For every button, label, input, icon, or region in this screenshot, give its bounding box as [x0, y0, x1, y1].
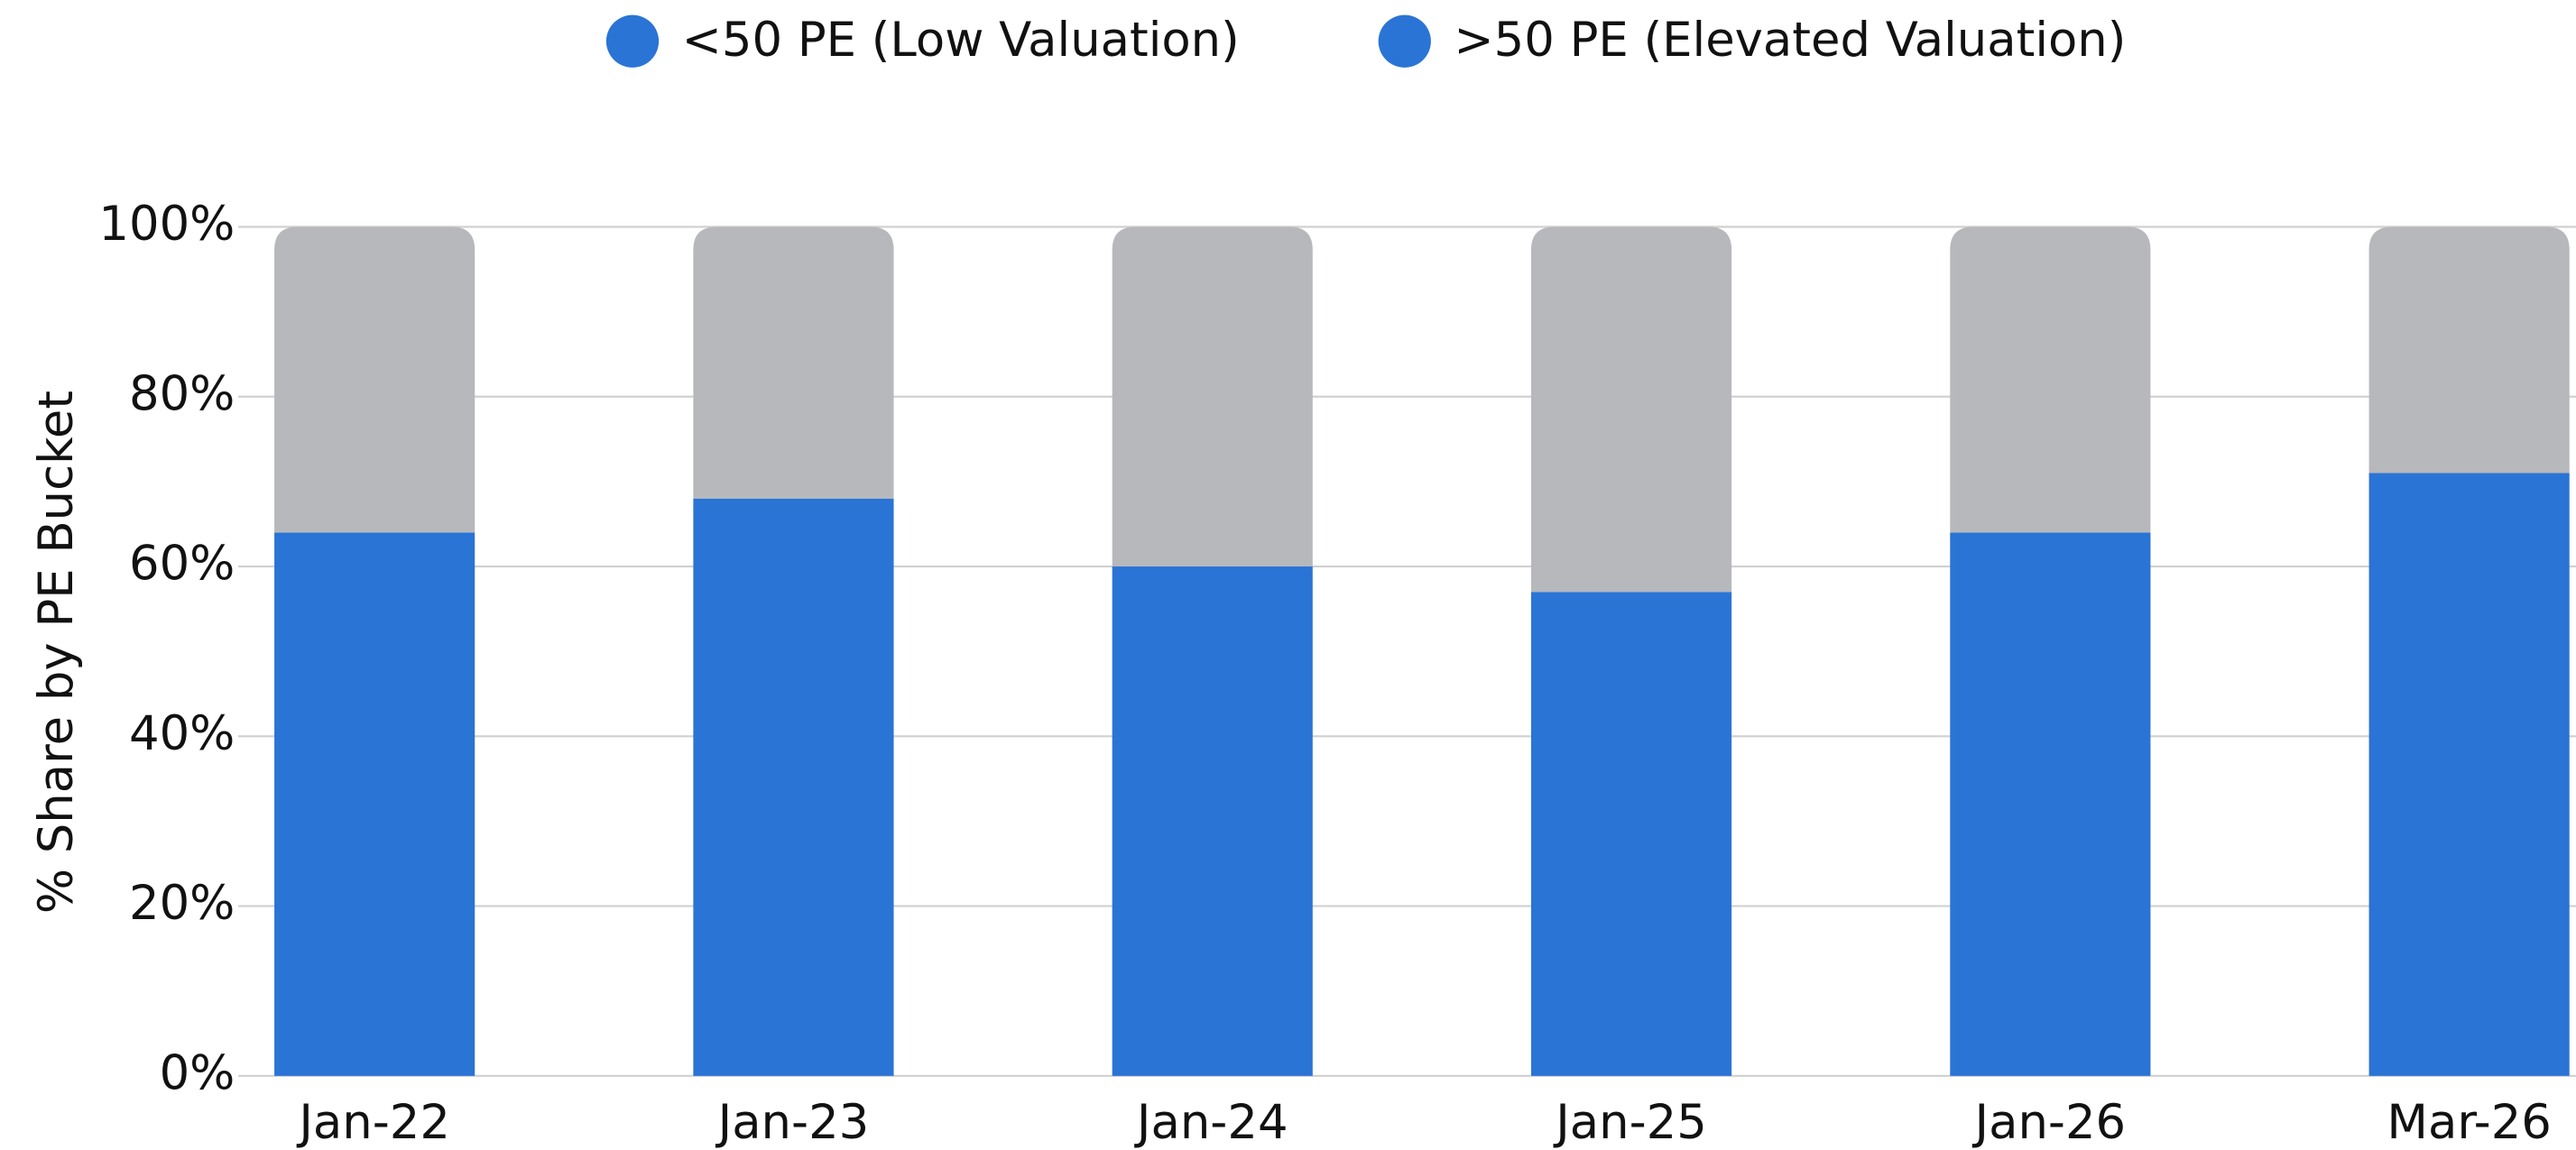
- bar-segment: [693, 498, 894, 1076]
- bar-segment: [1950, 226, 2151, 533]
- bar-segment: [1112, 566, 1313, 1076]
- bar-segment: [1112, 226, 1313, 567]
- x-tick-label: Jan-26: [1972, 1095, 2127, 1150]
- bar-segment: [1530, 226, 1732, 593]
- y-tick-label: 60%: [129, 537, 235, 592]
- x-tick-label: Jan-25: [1553, 1095, 1707, 1150]
- y-tick-label: 20%: [129, 876, 235, 931]
- x-tick-label: Jan-23: [716, 1095, 870, 1150]
- x-tick-label: Jan-24: [1134, 1095, 1288, 1150]
- y-tick-label: 0%: [160, 1045, 235, 1100]
- x-tick-label: Mar-26: [2387, 1095, 2551, 1150]
- bar-segment: [274, 532, 475, 1076]
- y-tick-label: 80%: [129, 366, 235, 421]
- bar-segment: [1530, 592, 1732, 1076]
- legend-marker: [1378, 14, 1431, 68]
- y-axis-label: % Share by PE Bucket: [29, 391, 84, 914]
- bar-segment: [2368, 473, 2570, 1076]
- y-tick-label: 40%: [129, 706, 235, 761]
- bar-segment: [1950, 532, 2151, 1076]
- bar-segment: [274, 226, 475, 533]
- bar-segment: [693, 226, 894, 499]
- legend-label: >50 PE (Elevated Valuation): [1454, 13, 2126, 68]
- y-tick-label: 100%: [98, 197, 235, 252]
- x-tick-label: Jan-22: [296, 1095, 450, 1150]
- legend-label: <50 PE (Low Valuation): [682, 13, 1240, 68]
- legend-marker: [605, 14, 660, 68]
- bar-segment: [2368, 226, 2570, 474]
